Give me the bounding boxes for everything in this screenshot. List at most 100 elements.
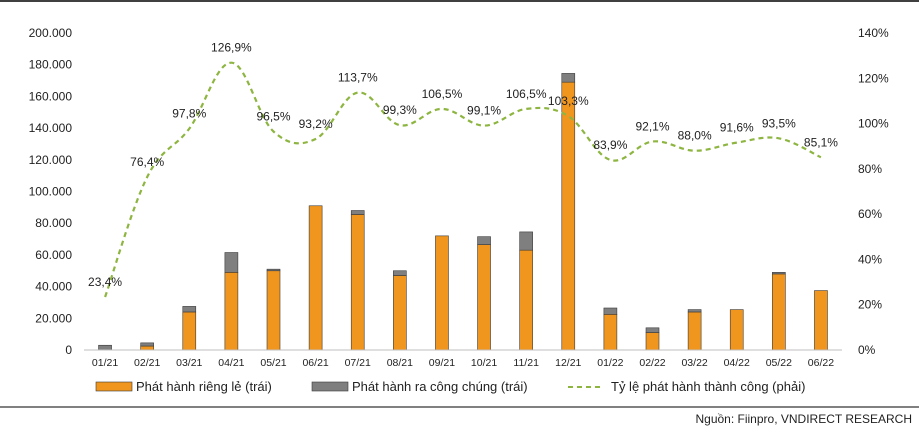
right-tick-label: 140% xyxy=(858,26,889,40)
rate-data-label: 99,3% xyxy=(383,103,417,117)
rate-data-label: 93,2% xyxy=(299,117,333,131)
x-tick-label: 01/21 xyxy=(92,357,118,369)
bar-public-offering xyxy=(140,342,154,347)
rate-data-label: 85,1% xyxy=(804,135,838,149)
rate-data-label: 92,1% xyxy=(635,119,669,133)
right-axis-ticks: 0% 20% 40% 60% 80% 100% 120% 140% xyxy=(858,26,889,357)
rate-data-label: 106,5% xyxy=(422,87,463,101)
x-tick-label: 04/22 xyxy=(724,357,750,369)
left-tick-label: 200.000 xyxy=(29,26,73,40)
rate-data-label: 106,5% xyxy=(506,87,547,101)
bar-public-offering xyxy=(687,309,702,313)
bar-private-placement xyxy=(140,345,154,351)
x-tick-label: 10/21 xyxy=(471,357,497,369)
x-tick-label: 05/21 xyxy=(260,357,286,369)
legend-label-private-placement: Phát hành riêng lẻ (trái) xyxy=(136,379,272,394)
rate-data-label: 97,8% xyxy=(172,107,206,121)
rate-data-label: 91,6% xyxy=(720,121,754,135)
bars-layer xyxy=(98,73,828,351)
right-tick-label: 20% xyxy=(858,298,882,312)
right-tick-label: 80% xyxy=(858,162,882,176)
bar-private-placement xyxy=(308,205,323,351)
rate-data-label: 88,0% xyxy=(678,129,712,143)
bar-public-offering xyxy=(477,236,491,245)
rate-data-label: 23,4% xyxy=(88,275,122,289)
x-tick-label: 08/21 xyxy=(387,357,413,369)
left-tick-label: 160.000 xyxy=(29,89,73,103)
x-tick-label: 07/21 xyxy=(345,357,371,369)
bar-private-placement xyxy=(687,311,702,351)
x-tick-label: 02/21 xyxy=(134,357,160,369)
bar-private-placement xyxy=(393,275,407,351)
x-tick-label: 03/21 xyxy=(176,357,202,369)
x-tick-label: 11/21 xyxy=(513,357,539,369)
bar-private-placement xyxy=(772,273,786,351)
bar-private-placement xyxy=(603,314,618,351)
bar-private-placement xyxy=(729,309,744,351)
right-tick-label: 40% xyxy=(858,252,882,266)
bar-private-placement xyxy=(266,270,281,351)
left-tick-label: 20.000 xyxy=(35,311,72,325)
bar-private-placement xyxy=(182,311,197,351)
left-tick-label: 80.000 xyxy=(35,216,72,230)
legend-label-success-rate: Tỷ lệ phát hành thành công (phải) xyxy=(611,379,805,394)
bar-public-offering xyxy=(772,272,786,275)
x-tick-label: 06/22 xyxy=(808,357,834,369)
bar-private-placement xyxy=(561,81,576,351)
rate-data-labels: 23,4% 76,4% 97,8% 126,9% 96,5% 93,2% 113,7% 99,… xyxy=(88,41,838,289)
bar-public-offering xyxy=(350,210,365,215)
bar-public-offering xyxy=(603,307,618,315)
rate-data-label: 93,5% xyxy=(762,116,796,130)
bar-private-placement xyxy=(645,332,660,351)
left-tick-label: 0 xyxy=(65,343,72,357)
bar-public-offering xyxy=(645,327,660,333)
bar-public-offering xyxy=(182,306,197,313)
left-tick-label: 180.000 xyxy=(29,58,73,72)
bar-private-placement xyxy=(477,244,491,351)
right-tick-label: 100% xyxy=(858,117,889,131)
x-tick-label: 06/21 xyxy=(302,357,328,369)
right-tick-label: 120% xyxy=(858,71,889,85)
left-tick-label: 120.000 xyxy=(29,153,73,167)
success-rate-line xyxy=(104,61,822,298)
rate-data-label: 76,4% xyxy=(130,155,164,169)
x-tick-label: 09/21 xyxy=(429,357,455,369)
legend-swatch-private-placement xyxy=(95,381,133,392)
x-tick-label: 05/22 xyxy=(766,357,792,369)
rate-data-label: 113,7% xyxy=(338,71,378,85)
bar-private-placement xyxy=(519,249,533,351)
x-tick-label: 01/22 xyxy=(597,357,623,369)
bar-public-offering xyxy=(561,73,576,83)
right-tick-label: 0% xyxy=(858,343,876,357)
bar-public-offering xyxy=(224,252,239,273)
x-tick-label: 02/22 xyxy=(639,357,665,369)
bar-private-placement xyxy=(350,214,365,351)
rate-data-label: 126,9% xyxy=(211,41,252,55)
legend-swatch-public-offering xyxy=(311,381,349,392)
right-tick-label: 60% xyxy=(858,207,882,221)
bar-public-offering xyxy=(98,344,112,351)
x-axis-ticks: 01/21 02/21 03/21 04/21 05/21 06/21 07/21 08/21… xyxy=(92,357,834,369)
legend: Phát hành riêng lẻ (trái) Phát hành ra c… xyxy=(95,379,805,394)
source-note: Nguồn: Fiinpro, VNDIRECT RESEARCH xyxy=(695,412,912,426)
bar-private-placement xyxy=(435,235,449,351)
x-tick-label: 04/21 xyxy=(218,357,244,369)
x-tick-label: 03/22 xyxy=(681,357,707,369)
bar-public-offering xyxy=(393,270,407,276)
rate-data-label: 96,5% xyxy=(256,109,290,123)
bar-private-placement xyxy=(224,272,239,351)
left-tick-label: 60.000 xyxy=(35,248,72,262)
x-tick-label: 12/21 xyxy=(555,357,581,369)
bar-public-offering xyxy=(519,231,533,251)
rate-data-label: 83,9% xyxy=(593,138,627,152)
left-tick-label: 100.000 xyxy=(29,185,73,199)
rate-data-label: 99,1% xyxy=(467,104,501,118)
legend-label-public-offering: Phát hành ra công chúng (trái) xyxy=(352,379,528,394)
bar-public-offering xyxy=(266,268,281,272)
left-tick-label: 40.000 xyxy=(35,280,72,294)
left-tick-label: 140.000 xyxy=(29,121,73,135)
bar-private-placement xyxy=(814,290,828,351)
left-axis-ticks: 0 20.000 40.000 60.000 80.000 100.000 120.000 1… xyxy=(29,26,73,357)
